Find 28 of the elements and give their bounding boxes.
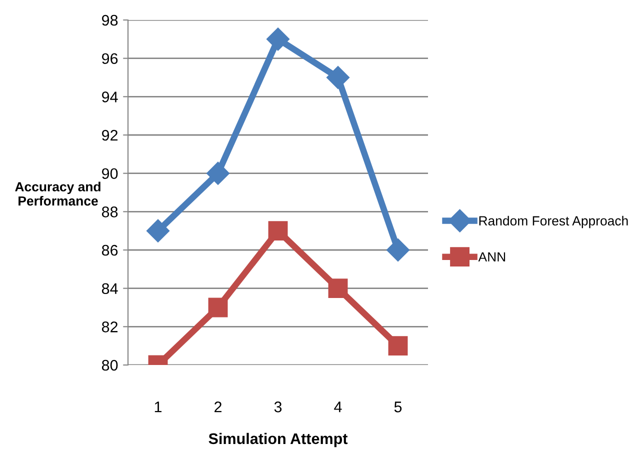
x-tick-label: 5 [394, 402, 402, 412]
point [326, 66, 350, 89]
point [206, 162, 230, 185]
y-tick-label: 88 [102, 206, 118, 218]
y-axis-title: Accuracy and Performance [15, 182, 100, 206]
y-tick-label: 80 [102, 360, 118, 371]
point [388, 336, 408, 356]
point [146, 219, 170, 242]
y-tick-label: 98 [102, 14, 118, 26]
point [328, 278, 348, 298]
y-tick-label: 94 [102, 92, 118, 102]
y-tick-label: 82 [102, 322, 118, 332]
y-tick-label: 96 [102, 53, 118, 64]
y-tick-label: 84 [102, 283, 118, 294]
point [266, 28, 290, 51]
x-axis-title: Simulation Attempt [208, 432, 348, 448]
point [208, 298, 228, 318]
x-tick-label: 3 [274, 402, 282, 412]
y-tick-label: 86 [102, 244, 118, 256]
y-tick-label: 90 [102, 168, 118, 180]
y-tick-label: 92 [102, 130, 118, 141]
point [268, 221, 288, 241]
point [386, 238, 410, 262]
x-tick-label: 2 [214, 402, 222, 412]
legend-label: ANN [478, 252, 506, 262]
x-tick-label: 1 [154, 402, 162, 412]
legend-label: Random Forest Approach [479, 216, 628, 228]
x-tick-label: 4 [334, 402, 342, 412]
